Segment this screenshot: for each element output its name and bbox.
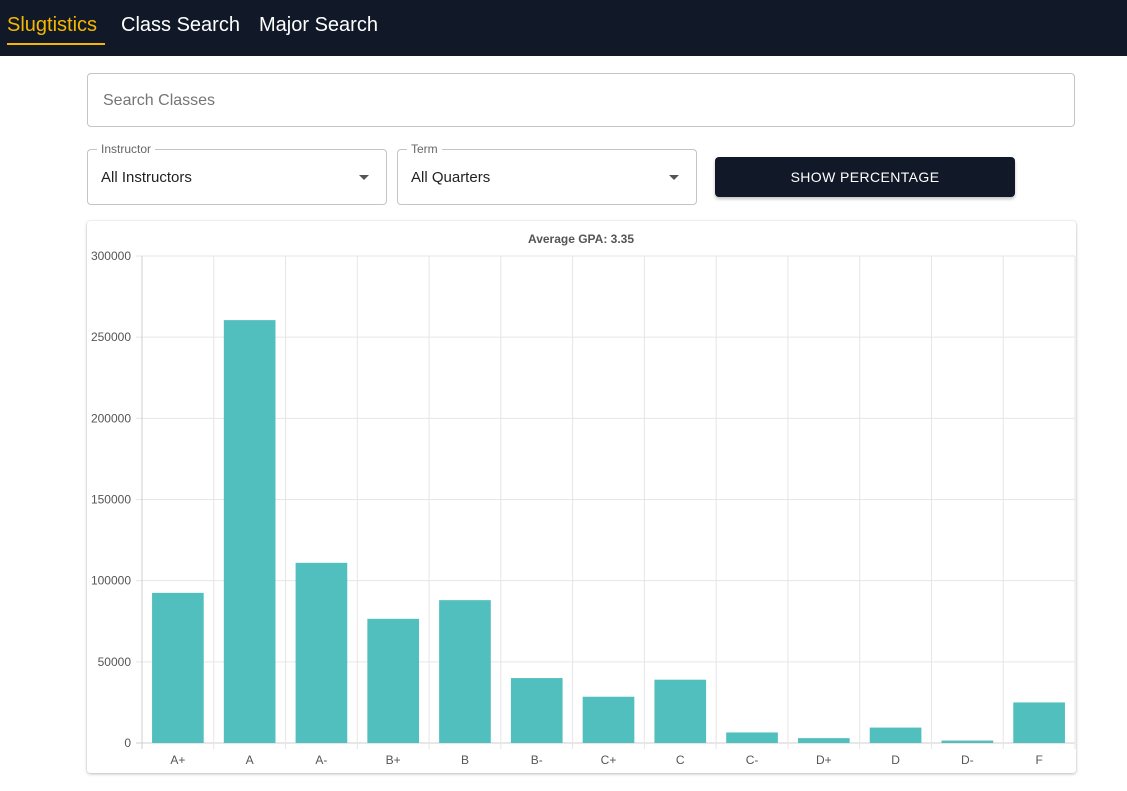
search-classes-input[interactable]: [101, 74, 1055, 128]
y-tick-label: 150000: [91, 493, 131, 507]
y-tick-label: 250000: [91, 330, 131, 344]
x-tick-label: A: [246, 753, 254, 767]
y-tick-label: 100000: [91, 574, 131, 588]
x-tick-label: B: [461, 753, 469, 767]
y-tick-label: 200000: [91, 411, 131, 425]
bar-D-[interactable]: [941, 740, 994, 743]
x-tick-label: A+: [170, 753, 185, 767]
bar-A+[interactable]: [152, 592, 204, 743]
show-percentage-button[interactable]: SHOW PERCENTAGE: [715, 157, 1015, 197]
term-select[interactable]: Term All Quarters: [397, 142, 697, 205]
instructor-select[interactable]: Instructor All Instructors: [87, 142, 387, 205]
search-classes-box: [87, 73, 1075, 128]
term-value: All Quarters: [411, 169, 491, 186]
x-tick-label: D+: [816, 753, 832, 767]
bar-B+[interactable]: [367, 618, 420, 743]
bar-B[interactable]: [439, 600, 491, 743]
x-tick-label: D-: [961, 753, 974, 767]
bar-C[interactable]: [654, 679, 707, 743]
term-label: Term: [407, 142, 442, 156]
bar-F[interactable]: [1013, 702, 1065, 743]
bar-D[interactable]: [869, 727, 922, 743]
x-tick-label: C+: [601, 753, 617, 767]
x-tick-label: F: [1035, 753, 1042, 767]
instructor-value: All Instructors: [101, 169, 192, 186]
x-tick-label: C-: [746, 753, 759, 767]
chart-title: Average GPA: 3.35: [528, 232, 634, 246]
chevron-down-icon: [359, 175, 369, 180]
bar-D+[interactable]: [797, 738, 850, 743]
active-tab-indicator: [7, 43, 105, 45]
bar-A-[interactable]: [295, 562, 348, 743]
bar-C-[interactable]: [726, 732, 778, 743]
instructor-label: Instructor: [97, 142, 156, 156]
nav-brand-link[interactable]: Slugtistics: [7, 14, 98, 36]
nav-major-search-link[interactable]: Major Search: [259, 14, 378, 36]
grade-distribution-chart: 0 50000 100000 150000 200000 250000 300000 A+ A A…: [87, 221, 1076, 773]
y-tick-label: 50000: [98, 655, 132, 669]
x-tick-label: A-: [315, 753, 327, 767]
chart-canvas: 0 50000 100000 150000 200000 250000 300000 A+ A A…: [91, 232, 1076, 767]
x-tick-label: C: [676, 753, 685, 767]
y-tick-label: 0: [124, 736, 131, 750]
x-tick-label: D: [891, 753, 900, 767]
bar-C+[interactable]: [582, 696, 635, 743]
chevron-down-icon: [669, 175, 679, 180]
bar-A[interactable]: [223, 320, 276, 743]
y-tick-label: 300000: [91, 249, 131, 263]
top-nav-bar: Slugtistics Class Search Major Search: [0, 0, 1127, 56]
x-tick-label: B-: [531, 753, 543, 767]
bar-B-[interactable]: [510, 678, 563, 743]
nav-class-search-link[interactable]: Class Search: [121, 14, 240, 36]
x-tick-label: B+: [386, 753, 401, 767]
